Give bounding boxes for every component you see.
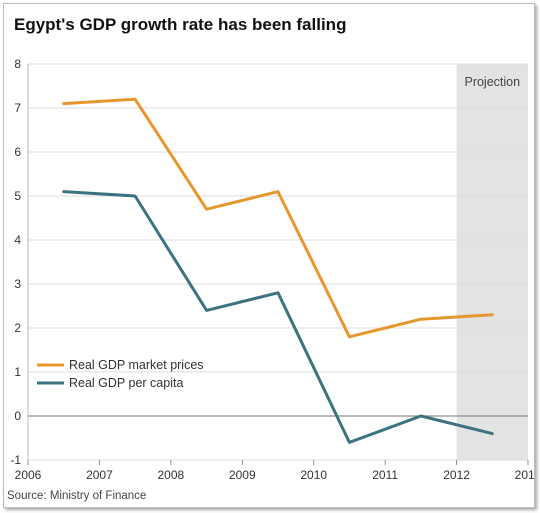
y-tick-label: 2 bbox=[14, 321, 21, 335]
x-tick-label: 2006 bbox=[15, 468, 42, 482]
chart-canvas: Egypt's GDP growth rate has been falling… bbox=[7, 15, 534, 502]
x-tick-label: 2012 bbox=[443, 468, 470, 482]
x-tick-label: 2013 bbox=[515, 468, 534, 482]
y-tick-label: 5 bbox=[14, 189, 21, 203]
legend-label-2: Real GDP per capita bbox=[69, 376, 183, 390]
series-line-1 bbox=[62, 97, 494, 339]
y-tick-label: 7 bbox=[14, 101, 21, 115]
legend-label-1: Real GDP market prices bbox=[69, 358, 204, 372]
chart-source: Source: Ministry of Finance bbox=[7, 490, 146, 502]
y-tick-label: 6 bbox=[14, 145, 21, 159]
y-tick-label: -1 bbox=[10, 453, 21, 467]
y-tick-label: 0 bbox=[14, 409, 21, 423]
x-tick-label: 2008 bbox=[158, 468, 185, 482]
x-tick-label: 2010 bbox=[300, 468, 327, 482]
chart-title: Egypt's GDP growth rate has been falling bbox=[14, 15, 346, 34]
y-tick-label: 4 bbox=[14, 233, 21, 247]
y-tick-label: 8 bbox=[14, 57, 21, 71]
projection-band bbox=[456, 64, 528, 460]
x-tick-label: 2009 bbox=[229, 468, 256, 482]
x-tick-label: 2011 bbox=[372, 468, 398, 482]
chart-frame: Egypt's GDP growth rate has been falling… bbox=[3, 3, 535, 508]
x-tick-label: 2007 bbox=[86, 468, 113, 482]
y-tick-label: 3 bbox=[14, 277, 21, 291]
projection-label: Projection bbox=[464, 75, 520, 89]
series-line-2 bbox=[62, 190, 494, 444]
plot-area: Projection -1 0 1 2 3 4 5 6 7 8 2006 2007 2008 2009 201… bbox=[10, 57, 534, 482]
y-tick-label: 1 bbox=[14, 365, 21, 379]
